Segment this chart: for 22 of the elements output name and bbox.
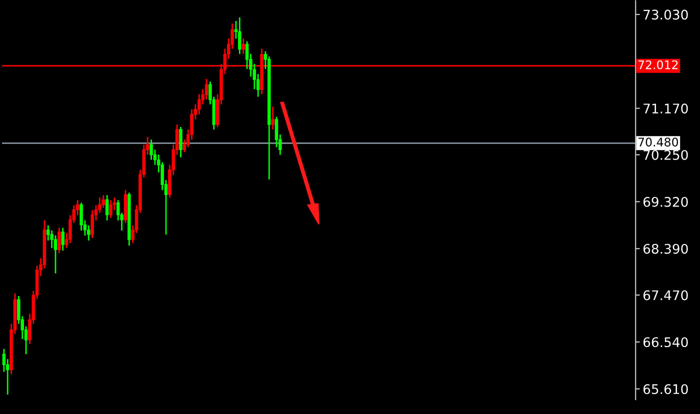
y-tick-label: 69.320 <box>643 196 688 207</box>
y-tick-label: 66.540 <box>643 337 688 348</box>
y-tick-label: 67.470 <box>643 290 688 300</box>
candlestick <box>54 234 58 274</box>
candlestick <box>242 38 245 55</box>
candlestick <box>61 227 65 252</box>
y-tick-label: 71.170 <box>644 104 688 114</box>
ref-line-label: 72.012 <box>638 60 678 70</box>
y-tick-label: 70.250 <box>644 150 688 160</box>
candlestick <box>87 224 90 242</box>
y-tick-label: 65.610 <box>643 384 688 394</box>
candlestick <box>105 194 109 222</box>
candlestick <box>179 126 182 158</box>
candlestick <box>271 106 274 130</box>
y-tick-label: 68.390 <box>643 244 688 254</box>
ref-line-label: 70.480 <box>638 138 678 147</box>
candlestick <box>58 227 61 254</box>
candlestick <box>109 199 112 219</box>
candlestick <box>80 202 83 232</box>
candlestick <box>198 93 201 116</box>
y-tick-label: 73.030 <box>644 10 688 20</box>
candlestick <box>238 16 242 55</box>
